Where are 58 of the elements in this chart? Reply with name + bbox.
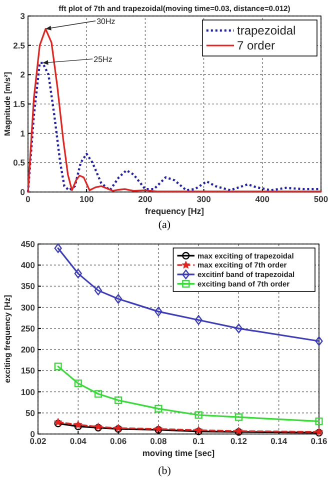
- x-axis-title: frequency [Hz]: [144, 206, 204, 216]
- y-tick-label: 450: [20, 239, 36, 249]
- x-tick-label: 300: [196, 194, 212, 204]
- y-tick-label: 200: [20, 344, 36, 355]
- y-tick-label: 2: [20, 70, 26, 80]
- x-tick-label: 0.16: [310, 436, 328, 446]
- point: [74, 420, 82, 428]
- y-tick-label: 400: [20, 260, 36, 270]
- y-tick-label: 50: [26, 408, 36, 418]
- x-tick-label: 0.04: [70, 436, 87, 446]
- point: [154, 404, 162, 412]
- point: [114, 294, 122, 304]
- x-tick-label: 100: [80, 194, 94, 204]
- x-tick-label: 0.08: [150, 436, 167, 446]
- x-tick-label: 0.14: [270, 436, 288, 446]
- point: [94, 286, 102, 296]
- point: [74, 380, 82, 388]
- point: [74, 422, 82, 430]
- y-axis-title: exciting frequency [Hz]: [3, 294, 12, 384]
- y-tick-label: 100: [20, 386, 36, 397]
- x-axis-title: moving time [sec]: [142, 448, 215, 458]
- legend-label: trapezoidal: [237, 24, 296, 38]
- x-tick-label: 400: [255, 194, 270, 204]
- x-tick-label: 0.1: [192, 436, 205, 446]
- x-tick-label: 500: [314, 194, 328, 204]
- text: (a): [158, 219, 171, 231]
- point: [234, 324, 243, 334]
- x-tick-label: 0.12: [230, 436, 248, 446]
- y-tick-label: 300: [20, 302, 36, 312]
- y-tick-label: 1: [20, 128, 26, 138]
- point: [114, 396, 122, 404]
- point: [54, 362, 62, 370]
- legend-label: 7 order: [237, 38, 276, 53]
- y-axis-title: Magnitude [m/s²]: [3, 72, 12, 136]
- point: [74, 268, 82, 278]
- point: [315, 336, 323, 346]
- y-tick-label: 150: [20, 366, 36, 376]
- y-tick-label: 0: [30, 429, 36, 439]
- point: [315, 418, 323, 426]
- y-tick-label: 350: [20, 281, 36, 292]
- text: (b): [158, 465, 172, 477]
- point: [194, 411, 202, 419]
- y-tick-label: 2.5: [13, 40, 26, 50]
- point: [54, 243, 62, 254]
- y-tick-label: 0: [20, 187, 26, 197]
- x-tick-label: 0.02: [30, 436, 47, 446]
- annotation: 25Hz: [94, 54, 112, 64]
- y-tick-label: 3: [20, 11, 26, 21]
- y-tick-label: 1.5: [13, 99, 26, 109]
- annotation: 30Hz: [96, 16, 116, 26]
- x-tick-label: 200: [138, 194, 153, 204]
- y-tick-label: 250: [20, 323, 36, 334]
- x-tick-label: 0.06: [110, 436, 127, 446]
- point: [234, 413, 243, 421]
- y-tick-label: 0.5: [13, 158, 26, 168]
- point: [154, 306, 162, 316]
- point: [94, 390, 102, 398]
- point: [194, 315, 202, 325]
